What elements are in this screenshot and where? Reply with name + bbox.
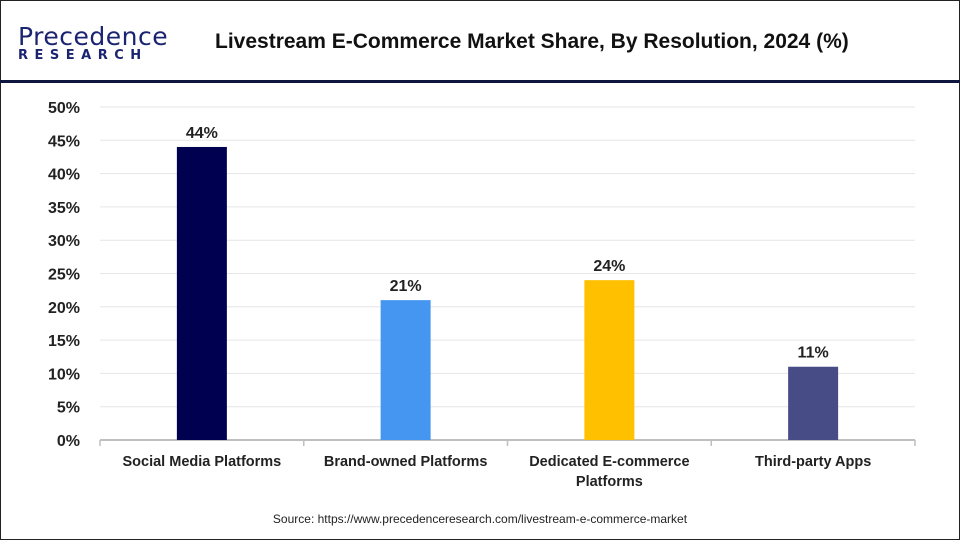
header-divider [0,80,960,83]
x-tick-label: Social Media Platforms [123,454,282,470]
x-tick-label: Brand-owned Platforms [324,454,488,470]
logo-sub: RESEARCH [18,48,148,63]
y-tick-label: 30% [48,233,80,250]
y-tick-label: 25% [48,267,80,284]
y-tick-label: 5% [57,400,80,417]
y-tick-label: 20% [48,300,80,317]
data-label: 24% [593,258,625,275]
y-tick-label: 35% [48,200,80,217]
source-text: Source: https://www.precedenceresearch.c… [272,512,688,526]
x-tick-label: Dedicated E-commerce [529,454,689,470]
bar [380,300,431,440]
y-tick-label: 45% [48,133,80,150]
data-label: 11% [798,345,829,362]
chart-title: Livestream E-Commerce Market Share, By R… [215,30,849,53]
y-tick-label: 50% [48,100,80,117]
bar [788,366,839,440]
bar [176,146,227,440]
y-tick-label: 15% [48,333,80,350]
data-label: 44% [186,125,218,142]
logo-main: Precedence [18,22,169,51]
bar [584,280,635,440]
y-tick-label: 40% [48,167,80,184]
y-tick-label: 10% [48,366,80,383]
data-label: 21% [390,278,422,295]
x-tick-label: Third-party Apps [755,454,871,470]
x-tick-label: Platforms [576,474,643,490]
logo: Precedence RESEARCH [18,22,168,63]
y-tick-label: 0% [57,433,80,450]
